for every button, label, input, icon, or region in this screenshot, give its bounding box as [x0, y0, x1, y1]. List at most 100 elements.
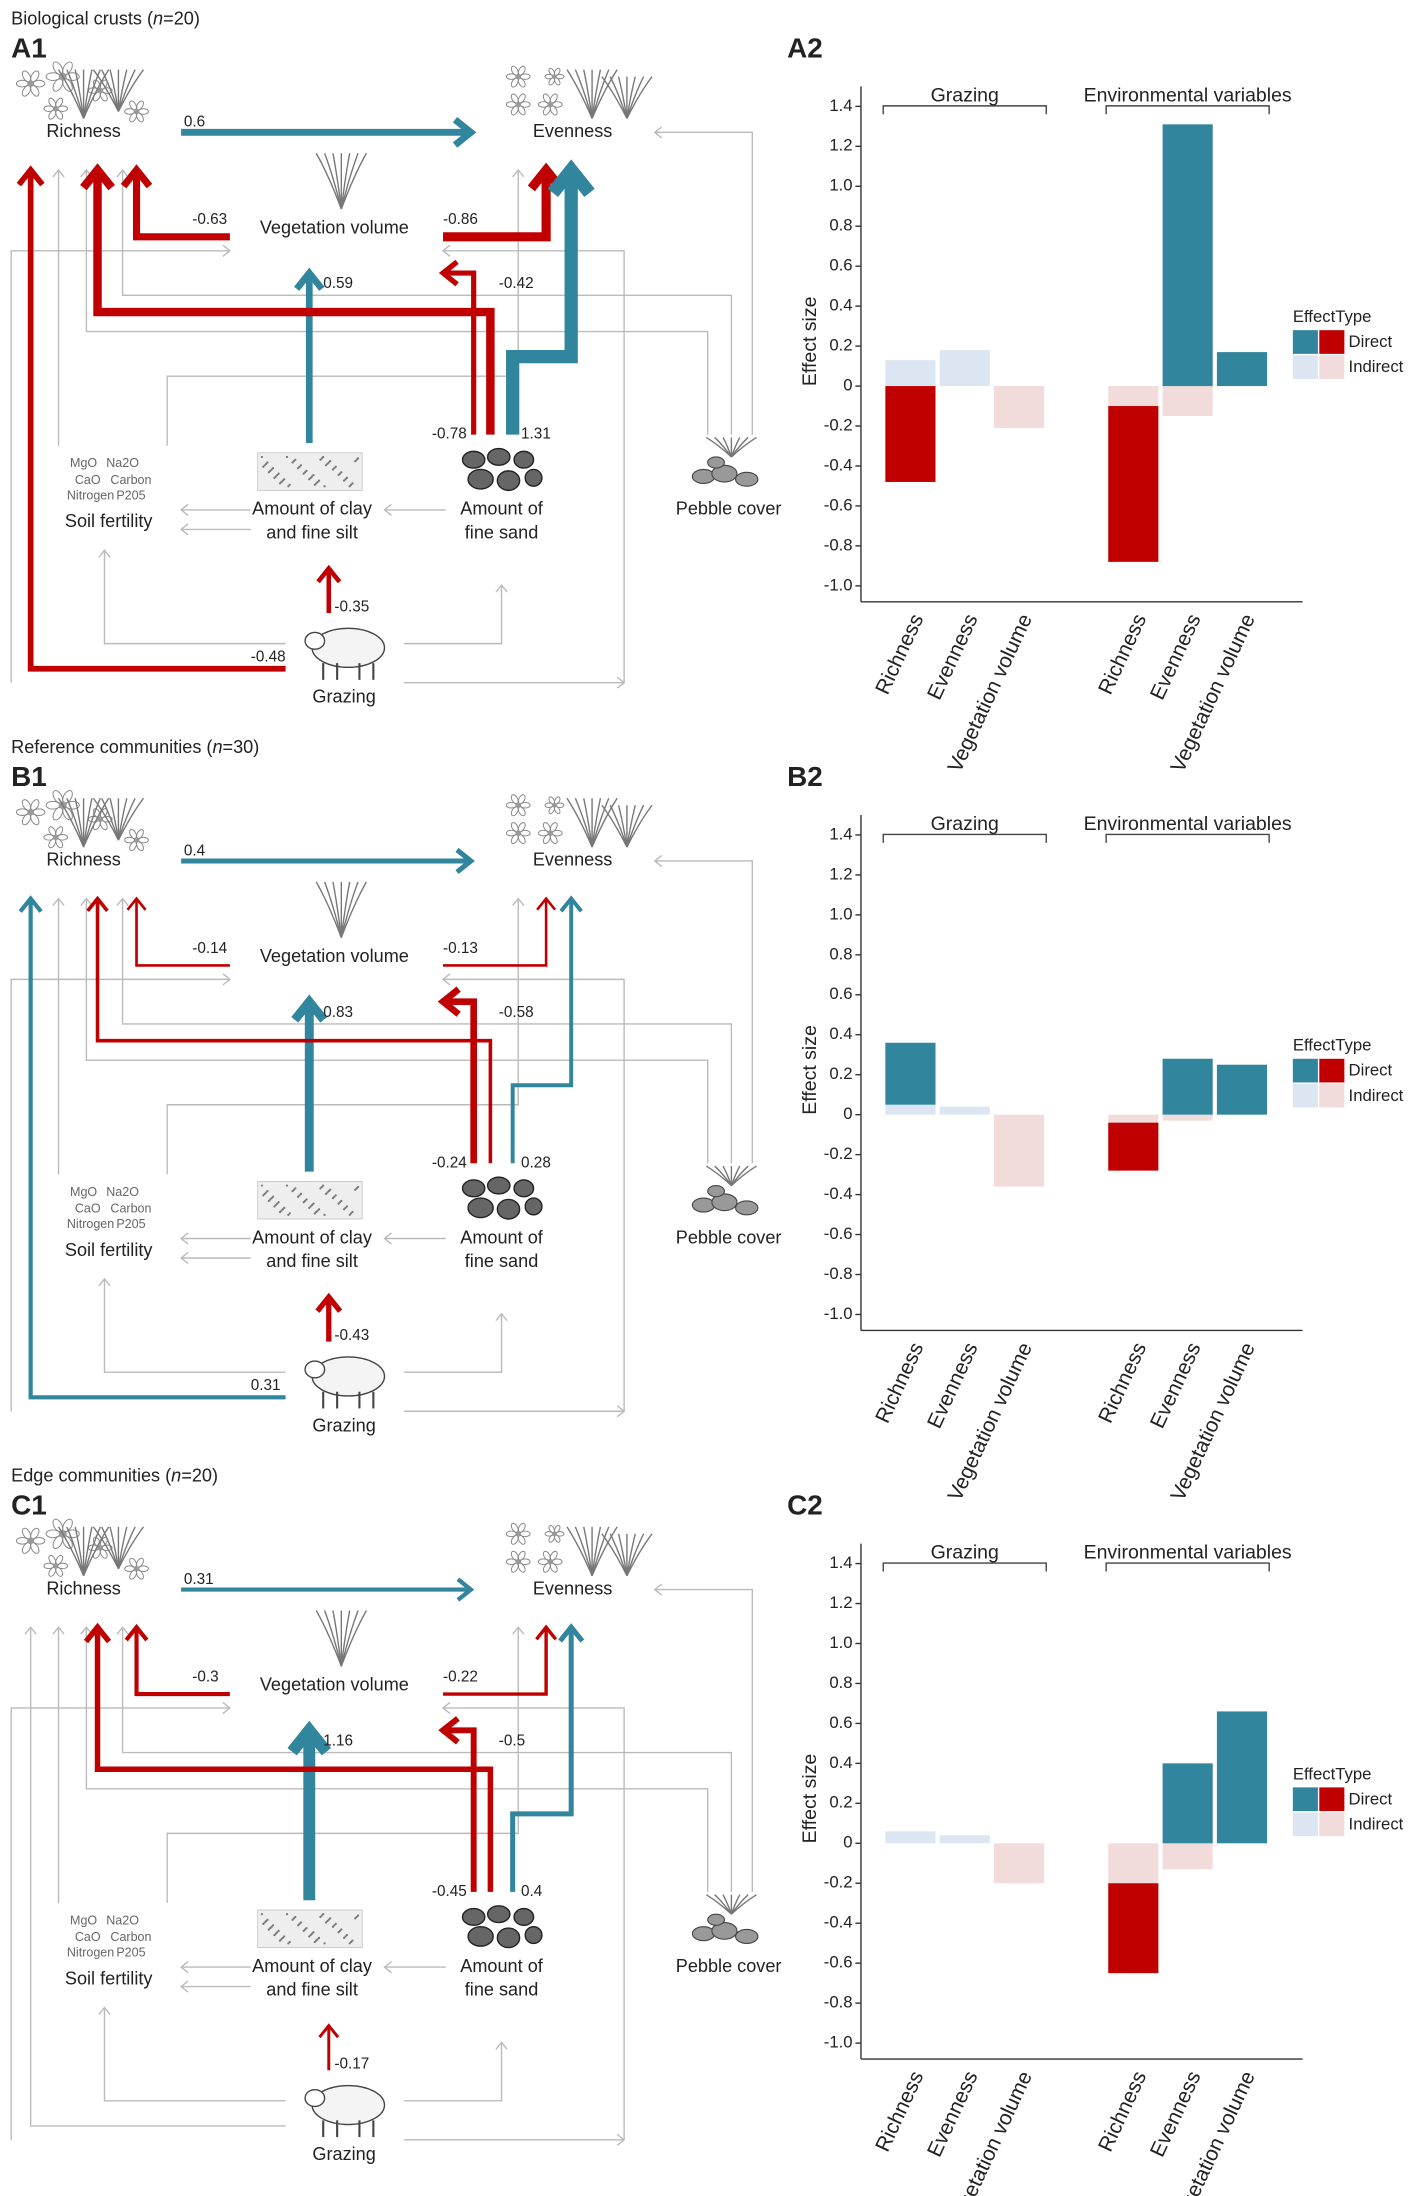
icon-clay-dot: [260, 1184, 264, 1187]
title-text: =20): [163, 8, 200, 28]
icon-clay-dot: [288, 1212, 291, 1215]
icon-flower-center: [515, 1558, 522, 1565]
icon-clay-dot: [337, 473, 340, 477]
icon-clay-dot: [331, 1925, 335, 1928]
icon-clay-dot: [317, 479, 321, 482]
panel-title: Reference communities (n=30): [11, 737, 259, 757]
title-text: Biological crusts (: [11, 8, 153, 28]
icon-grass: [117, 69, 145, 112]
soil-item: MgO: [70, 456, 97, 470]
legend-swatch: [1292, 1787, 1318, 1812]
icon-grass: [591, 1526, 618, 1576]
node-label: Soil fertility: [65, 1968, 153, 1988]
icon-pebble: [467, 1197, 494, 1219]
bar-segment: [1162, 1114, 1213, 1121]
bar-segment: [1162, 1763, 1213, 1844]
node-label: fine sand: [465, 522, 538, 542]
icon-clay-dot: [302, 1201, 305, 1204]
icon-grass: [117, 797, 145, 841]
nonsignificant-path: [80, 168, 709, 435]
icon-clay-dot: [316, 1938, 319, 1941]
soil-item: Na2O: [106, 1913, 139, 1927]
icon-clay-dot: [266, 461, 269, 464]
path-arrow: [16, 165, 286, 672]
legend-swatch: [1319, 1058, 1345, 1083]
legend-swatch: [1319, 1083, 1345, 1108]
y-tick-label: 0.8: [829, 216, 852, 235]
icon-clay-dot: [305, 469, 308, 472]
icon-clay-dot: [266, 1190, 269, 1193]
soil-item: Carbon: [110, 1202, 151, 1216]
bar-segment: [1162, 386, 1213, 417]
icon-clay-dot: [299, 464, 303, 467]
icon-grass: [109, 1526, 120, 1569]
soil-item: Nitrogen: [67, 1217, 114, 1231]
icon-grass: [591, 797, 618, 848]
icon-clay-dot: [263, 1921, 266, 1924]
icon-clay-dot: [310, 1203, 314, 1207]
icon-flower-center: [52, 105, 59, 112]
path-coefficient: -0.58: [499, 1004, 534, 1021]
icon-pebble: [461, 1907, 486, 1927]
icon-grass: [626, 76, 653, 119]
icon-clay-dot: [324, 1192, 328, 1196]
icon-grass: [591, 69, 618, 119]
icon-pebble: [513, 1907, 535, 1927]
path-coefficient: -0.78: [432, 426, 467, 443]
y-tick-label: 1.4: [829, 96, 852, 115]
path-coefficient: -0.43: [334, 1327, 369, 1344]
path-coefficient: -0.42: [499, 275, 534, 292]
y-tick-label: 1.0: [829, 176, 852, 195]
bar-segment: [1108, 1114, 1159, 1123]
icon-clay-dot: [294, 458, 297, 461]
icon-pebble: [524, 468, 543, 487]
nonsignificant-path: [383, 1232, 446, 1245]
node-label: Amount of: [460, 1227, 544, 1247]
y-tick-label: 1.0: [829, 904, 852, 923]
icon-clay-dot: [269, 1926, 272, 1930]
icon-clay-dot: [262, 1922, 265, 1926]
icon-clay-dot: [271, 1924, 275, 1927]
nonsignificant-path: [166, 168, 525, 446]
icon-clay-dot: [276, 1931, 279, 1934]
icon-clay-dot: [267, 471, 270, 474]
node-label: Vegetation volume: [260, 946, 409, 966]
icon-clay-dot: [349, 483, 353, 486]
icon-flower-center: [97, 87, 104, 94]
icon-clay-dot: [320, 457, 323, 460]
legend-swatch: [1292, 1058, 1318, 1083]
icon-pebble-cover: [691, 1197, 716, 1213]
legend-label: Indirect: [1349, 1086, 1404, 1105]
y-tick-label: -1.0: [824, 2032, 853, 2051]
icon-clay-dot: [355, 1187, 358, 1190]
icon-clay-dot: [344, 478, 347, 481]
icon-flower-center: [52, 1563, 59, 1569]
icon-pebble-cover: [691, 1926, 716, 1942]
group-bracket: [1105, 105, 1270, 115]
icon-grass: [617, 1533, 628, 1576]
nonsignificant-path: [166, 1626, 525, 1904]
icon-flower-center: [515, 802, 522, 809]
icon-clay-dot: [322, 1184, 325, 1187]
path-coefficient: 0.83: [323, 1004, 353, 1021]
icon-clay-dot: [262, 465, 265, 468]
path-arrow: [316, 564, 342, 613]
y-tick-label: -0.6: [824, 495, 853, 514]
icon-pebble: [467, 1926, 494, 1947]
icon-clay-dot: [299, 1921, 303, 1924]
icon-clay-dot: [322, 455, 325, 459]
group-bracket: [882, 105, 1047, 115]
icon-clay-dot: [327, 461, 330, 464]
legend-label: Direct: [1349, 332, 1393, 351]
nonsignificant-path: [179, 1251, 251, 1265]
icon-grass: [583, 798, 593, 848]
icon-clay-dot: [277, 1929, 280, 1933]
path-coefficient: -0.14: [192, 940, 227, 957]
icon-clay-dot: [280, 1209, 283, 1212]
y-tick-label: 0.6: [829, 1713, 852, 1732]
icon-clay-dot: [303, 1928, 307, 1931]
legend-swatch: [1319, 1812, 1345, 1837]
nonsignificant-path: [10, 973, 231, 1412]
icon-clay-dot: [264, 1920, 268, 1923]
icon-grass: [82, 797, 110, 848]
